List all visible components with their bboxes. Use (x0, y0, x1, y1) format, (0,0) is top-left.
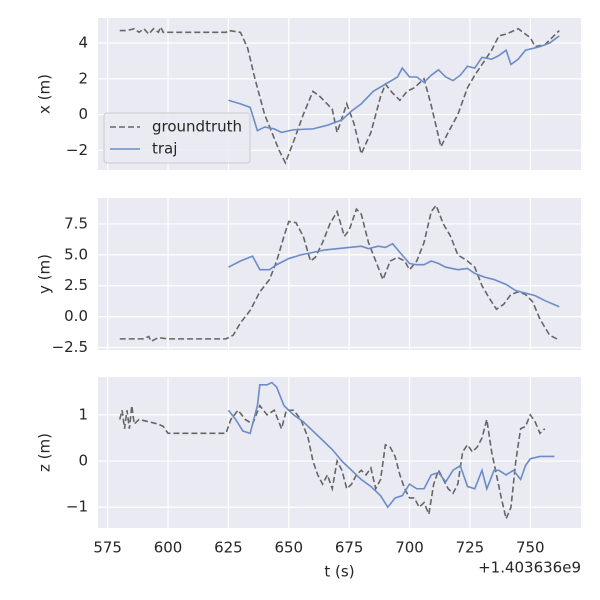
plot-lines (119, 203, 560, 343)
x-axis-label: t (s) (324, 563, 354, 581)
y-tick-label: 7.5 (64, 214, 88, 232)
x-offset-text: +1.403636e9 (478, 559, 581, 577)
plot-lines (119, 24, 560, 165)
y-tick-label: 0 (78, 105, 88, 123)
x-tick-label: 625 (214, 539, 243, 557)
plot-area (98, 377, 581, 528)
y-tick-label: 5.0 (64, 245, 88, 263)
y-tick-label: 0.0 (64, 307, 88, 325)
plot-area (98, 198, 581, 350)
x-tick-label: 700 (395, 539, 424, 557)
y-axis-label: z (m) (36, 433, 54, 472)
x-tick-label: 575 (93, 539, 122, 557)
y-tick-label: 0 (78, 452, 88, 470)
x-tick-label: 750 (516, 539, 545, 557)
series-line (228, 242, 560, 308)
y-tick-label: 2.5 (64, 276, 88, 294)
y-tick-label: 2 (78, 69, 88, 87)
y-tick-label: 4 (78, 34, 88, 52)
series-line (228, 35, 560, 134)
x-tick-label: 675 (335, 539, 364, 557)
y-axis-label: y (m) (36, 254, 54, 294)
series-line (119, 24, 560, 165)
y-tick-label: −1 (66, 498, 88, 516)
series-line (119, 203, 560, 343)
series-line (118, 404, 546, 522)
legend-label: traj (152, 140, 177, 158)
x-tick-label: 650 (274, 539, 303, 557)
x-tick-label: 725 (456, 539, 485, 557)
legend-label: groundtruth (152, 118, 242, 136)
y-tick-label: −2.5 (52, 338, 88, 356)
y-axis-label: x (m) (36, 74, 54, 114)
legend-box (103, 112, 251, 164)
y-tick-label: −2 (66, 141, 88, 159)
y-tick-label: 1 (78, 405, 88, 423)
x-tick-label: 600 (154, 539, 183, 557)
series-line (227, 381, 555, 509)
plot-lines (118, 381, 555, 522)
